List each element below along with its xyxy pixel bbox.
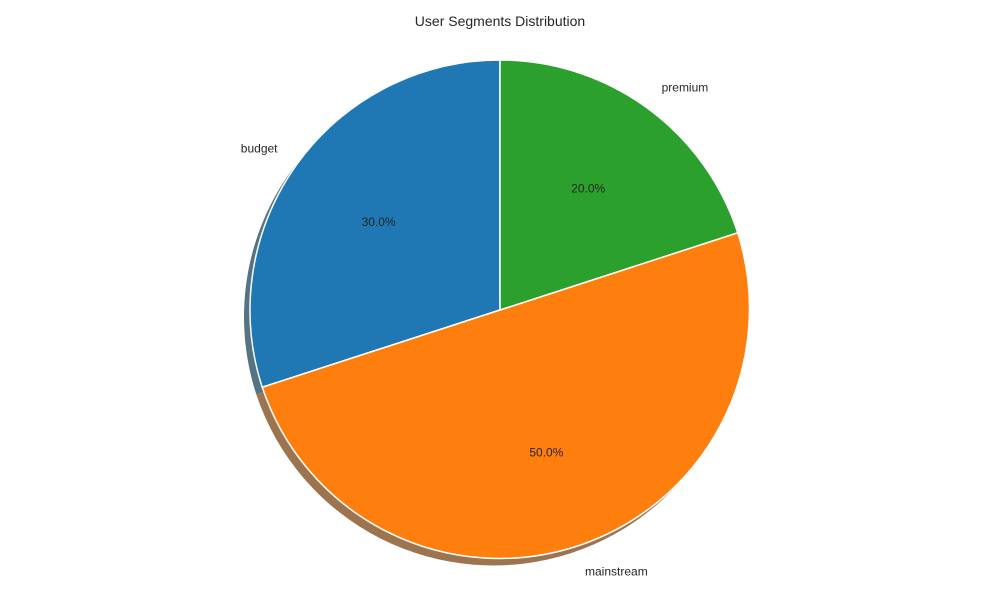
slice-label-mainstream: mainstream bbox=[585, 565, 648, 579]
pie-labels: budget 30.0% mainstream 50.0% premium 20.0% bbox=[241, 81, 708, 579]
slice-label-budget: budget bbox=[241, 141, 278, 155]
slice-premium bbox=[499, 59, 739, 312]
slice-pct-budget: 30.0% bbox=[362, 215, 396, 229]
slice-pct-premium: 20.0% bbox=[571, 182, 605, 196]
slice-label-premium: premium bbox=[662, 81, 709, 95]
slice-mainstream bbox=[261, 231, 751, 560]
slice-pct-mainstream: 50.0% bbox=[529, 446, 563, 460]
pie-slices bbox=[249, 59, 751, 560]
slice-budget bbox=[249, 59, 501, 389]
chart-title: User Segments Distribution bbox=[415, 13, 585, 29]
